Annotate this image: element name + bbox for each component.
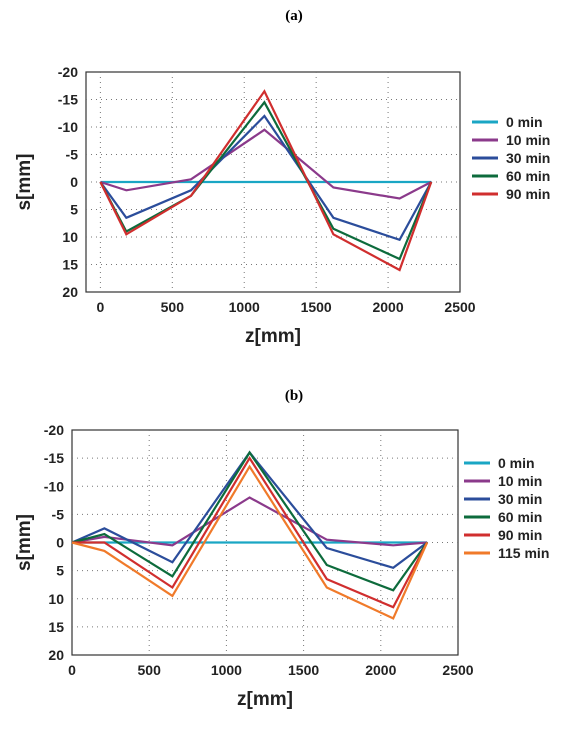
legend-label: 0 min [506, 114, 543, 130]
legend-label: 0 min [498, 455, 535, 471]
legend-label: 30 min [506, 150, 550, 166]
chart-a: -20 -15 -10 -5 0 5 10 15 20 0 500 1000 1500 2000 2500 z… [14, 64, 550, 347]
x-tick-label: 500 [138, 662, 162, 678]
y-tick-label: -15 [44, 450, 64, 466]
y-tick-label: 5 [56, 563, 64, 579]
series-line-30-min [99, 114, 433, 242]
series-line-90-min [99, 89, 433, 272]
legend-label: 60 min [498, 509, 542, 525]
y-tick-label: 20 [48, 647, 64, 663]
x-axis-title: z[mm] [237, 689, 293, 710]
series-line-10-min [71, 496, 428, 547]
y-tick-label: 0 [56, 535, 64, 551]
legend-label: 10 min [506, 132, 550, 148]
y-tick-label: -20 [44, 422, 64, 438]
x-tick-label: 500 [161, 299, 185, 315]
x-tick-label: 1500 [301, 299, 332, 315]
y-tick-label: 10 [62, 229, 78, 245]
x-tick-label: 1000 [229, 299, 260, 315]
y-tick-label: 15 [48, 619, 64, 635]
x-axis-title: z[mm] [245, 326, 301, 347]
x-tick-label: 0 [68, 662, 76, 678]
y-tick-label: 0 [70, 174, 78, 190]
y-tick-label: -10 [58, 119, 78, 135]
x-tick-label: 2000 [365, 662, 396, 678]
legend-label: 90 min [498, 527, 542, 543]
y-tick-label: 15 [62, 257, 78, 273]
series-line-10-min [100, 128, 432, 200]
y-tick-label: -5 [52, 506, 65, 522]
y-tick-label: 20 [62, 284, 78, 300]
y-tick-label: -20 [58, 64, 78, 80]
panel-a-label: (a) [285, 8, 303, 24]
y-axis-title: s[mm] [14, 514, 35, 571]
series-line-115-min [71, 464, 429, 620]
legend-label: 30 min [498, 491, 542, 507]
y-tick-label: -5 [66, 147, 79, 163]
legend-label: 90 min [506, 186, 550, 202]
y-tick-label: 5 [70, 202, 78, 218]
series-line-60-min [71, 450, 428, 592]
y-tick-label: -15 [58, 92, 78, 108]
panel-b-label: (b) [284, 388, 304, 404]
series-line-90-min [72, 456, 429, 609]
y-axis-title: s[mm] [14, 153, 35, 210]
series-line-60-min [99, 100, 433, 261]
y-tick-label: -10 [44, 478, 64, 494]
legend-label: 60 min [506, 168, 550, 184]
x-tick-label: 0 [96, 299, 104, 315]
series-line-30-min [71, 450, 428, 570]
y-tick-label: 10 [48, 591, 64, 607]
x-tick-label: 2000 [372, 299, 403, 315]
legend-label: 10 min [498, 473, 542, 489]
x-tick-label: 2500 [444, 299, 475, 315]
x-tick-label: 1000 [211, 662, 242, 678]
x-tick-label: 1500 [288, 662, 319, 678]
x-tick-label: 2500 [442, 662, 473, 678]
legend-label: 115 min [498, 545, 549, 561]
